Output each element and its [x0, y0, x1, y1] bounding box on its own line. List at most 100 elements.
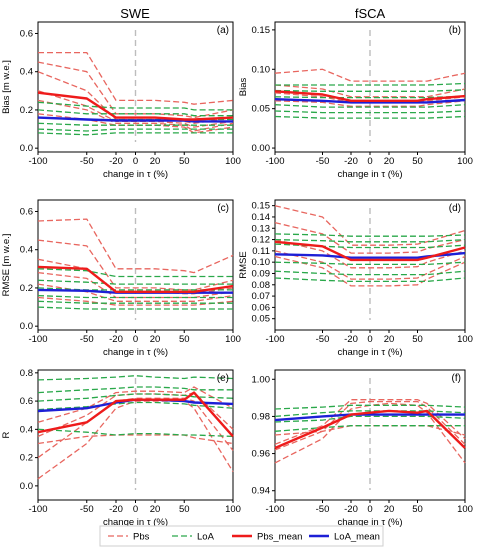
- x-tick-label: 50: [179, 504, 190, 515]
- x-tick-label: -20: [344, 334, 358, 345]
- y-tick-label: 0.6: [20, 206, 33, 217]
- series-line-loa: [274, 261, 466, 266]
- x-tick-label: -20: [109, 504, 123, 515]
- x-tick-label: 100: [457, 156, 473, 167]
- series-line-loa: [274, 243, 466, 249]
- series-line-pbs: [37, 386, 234, 423]
- x-tick-label: -50: [80, 504, 94, 515]
- series-line-loa-mean: [274, 98, 466, 104]
- y-tick-label: 0.8: [20, 368, 33, 379]
- x-tick-label: -20: [109, 334, 123, 345]
- x-tick-label: 50: [412, 504, 423, 515]
- x-tick-label: 50: [179, 334, 190, 345]
- y-tick-label: 1.00: [252, 374, 271, 385]
- series-line-loa: [274, 270, 466, 276]
- panel-tag: (f): [452, 373, 461, 384]
- series-line-pbs-mean: [274, 409, 466, 450]
- x-tick-label: -50: [316, 334, 330, 345]
- y-axis-label: RMSE [m w.e.]: [1, 234, 12, 297]
- y-tick-label: 0.98: [252, 411, 271, 422]
- series-line-pbs: [274, 205, 466, 246]
- x-axis-label: change in τ (%): [337, 169, 402, 180]
- series-line-loa: [274, 104, 466, 108]
- y-tick-label: 0.00: [252, 143, 271, 154]
- x-tick-label: -50: [316, 504, 330, 515]
- x-tick-label: -20: [344, 156, 358, 167]
- series-line-loa: [37, 287, 233, 291]
- series-line-loa: [37, 122, 233, 126]
- x-tick-label: 20: [150, 334, 161, 345]
- series-line-loa: [274, 89, 466, 92]
- x-axis-label: change in τ (%): [337, 347, 402, 358]
- panel-tag: (a): [217, 25, 229, 36]
- y-tick-label: 0.0: [20, 321, 33, 332]
- x-tick-label: -100: [28, 504, 47, 515]
- x-axis-label: change in τ (%): [103, 517, 168, 528]
- x-tick-label: -100: [265, 504, 284, 515]
- x-tick-label: -100: [28, 334, 47, 345]
- series-line-pbs-mean: [274, 90, 466, 103]
- x-tick-label: 100: [225, 504, 241, 515]
- y-tick-label: 0.4: [20, 67, 33, 78]
- legend-label-pbs-mean: Pbs_mean: [257, 532, 302, 543]
- x-tick-label: 20: [150, 156, 161, 167]
- series-line-loa: [274, 277, 466, 283]
- y-tick-label: 0.4: [20, 245, 33, 256]
- y-tick-label: 0.94: [252, 486, 271, 497]
- x-tick-label: -50: [80, 156, 94, 167]
- x-tick-label: 20: [150, 504, 161, 515]
- series-line-loa: [37, 300, 233, 304]
- series-line-pbs-mean: [274, 240, 466, 262]
- legend-label-pbs: Pbs: [133, 532, 150, 543]
- series-line-loa: [37, 268, 233, 278]
- y-tick-label: 0.07: [252, 291, 271, 302]
- y-axis-label: R: [1, 431, 12, 438]
- x-axis-label: change in τ (%): [103, 347, 168, 358]
- y-tick-label: 0.2: [20, 283, 33, 294]
- panel-2: -100 -50 -20 0 20 50 100 0.00 0.05 0.10 0.15 (b) cha…: [238, 21, 473, 180]
- y-axis-label: Bias: [238, 78, 249, 97]
- y-tick-label: 0.10: [252, 64, 271, 75]
- y-tick-label: 0.06: [252, 302, 271, 313]
- y-tick-label: 0.08: [252, 280, 271, 291]
- x-tick-label: 100: [457, 504, 473, 515]
- x-tick-label: -20: [344, 504, 358, 515]
- y-tick-label: 0.0: [20, 143, 33, 154]
- panel-tag: (c): [217, 203, 229, 214]
- series-line-loa: [274, 233, 466, 237]
- y-axis-label: Bias [m w.e.]: [1, 60, 12, 114]
- x-tick-label: -100: [28, 156, 47, 167]
- series-line-loa-mean: [37, 116, 233, 123]
- y-tick-label: 0.4: [20, 424, 33, 435]
- x-tick-label: 100: [225, 156, 241, 167]
- series-line-loa: [37, 128, 233, 132]
- x-axis-label: change in τ (%): [337, 517, 402, 528]
- series-line-pbs: [274, 399, 466, 445]
- y-tick-label: 0.11: [252, 246, 270, 257]
- panel-3: -100 -50 -20 0 20 50 100 0.0 0.2 0.4 0.6 (c) change …: [1, 199, 241, 358]
- x-tick-label: 0: [367, 504, 372, 515]
- y-tick-label: 0.05: [252, 104, 271, 115]
- series-line-pbs: [274, 238, 466, 269]
- panel-tag: (d): [449, 203, 461, 214]
- series-line-loa-mean: [274, 251, 466, 259]
- y-tick-label: 0.6: [20, 28, 33, 39]
- series-line-pbs: [37, 296, 234, 306]
- y-tick-label: 0.15: [252, 201, 271, 212]
- x-tick-label: -100: [265, 156, 284, 167]
- x-tick-label: 20: [384, 334, 395, 345]
- x-tick-label: 0: [367, 156, 372, 167]
- x-tick-label: -100: [265, 334, 284, 345]
- x-tick-label: 20: [384, 156, 395, 167]
- legend: Pbs LoA Pbs_mean LoA_mean: [99, 525, 384, 547]
- series-line-loa: [37, 109, 233, 117]
- y-tick-label: 0.09: [252, 268, 271, 279]
- x-axis-label: change in τ (%): [103, 169, 168, 180]
- column-title-fsca: fSCA: [355, 6, 386, 21]
- x-tick-label: 50: [412, 334, 423, 345]
- series-line-pbs: [37, 271, 234, 299]
- x-tick-label: 50: [179, 156, 190, 167]
- panel-5: -100 -50 -20 0 20 50 100 0.0 0.2 0.4 0.6 0.8 (e) chan…: [1, 368, 241, 528]
- series-line-loa-mean: [274, 413, 465, 422]
- series-line-pbs: [274, 255, 466, 287]
